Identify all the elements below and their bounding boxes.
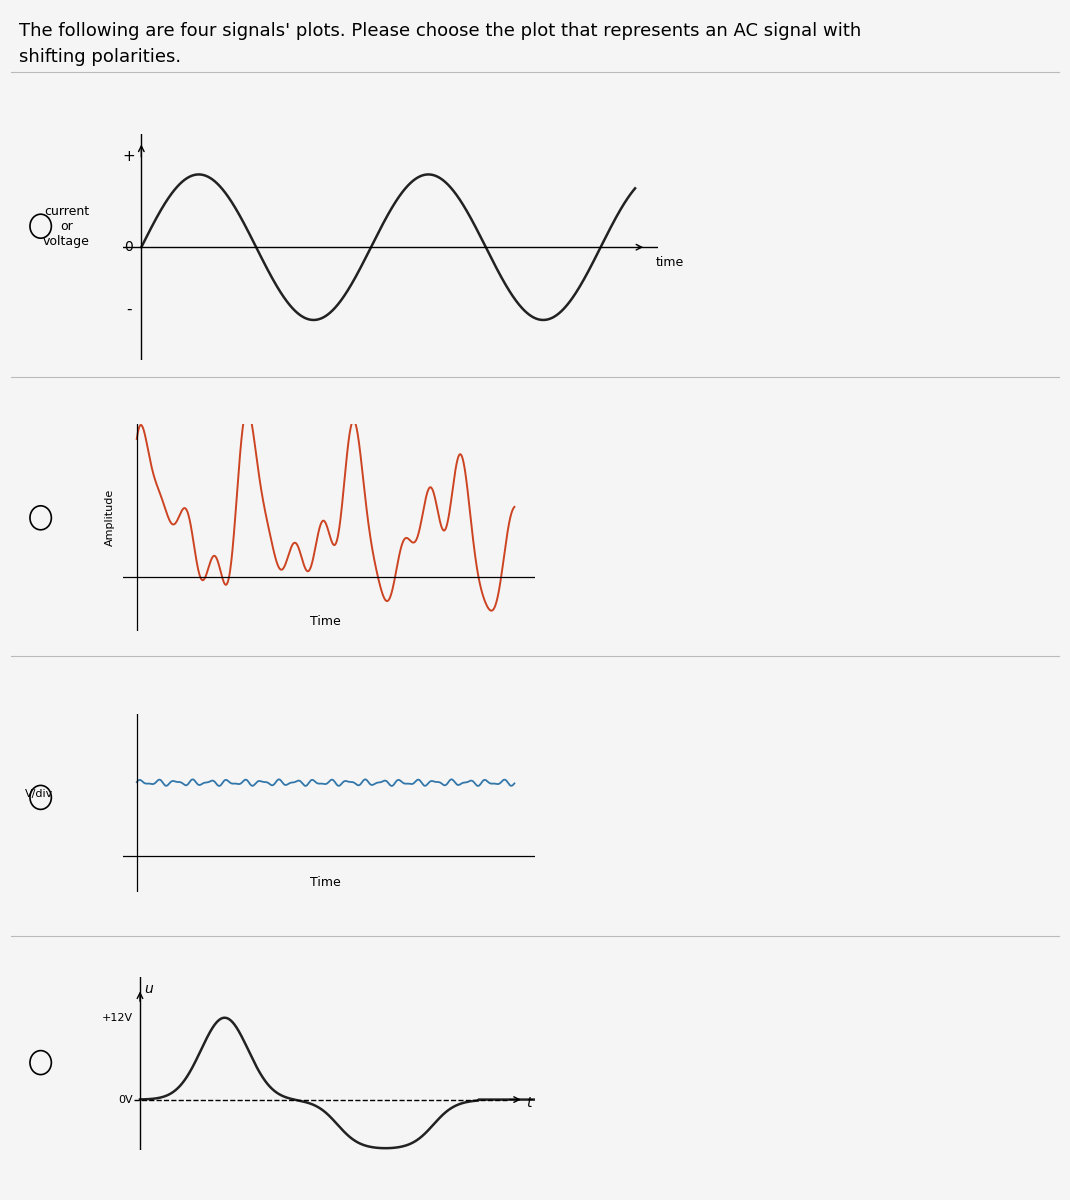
Text: Time: Time [310,614,341,628]
Text: 0V: 0V [119,1094,133,1104]
Text: t: t [526,1097,532,1110]
Text: Time: Time [310,876,341,889]
Text: V/div: V/div [25,788,54,799]
Text: +: + [122,149,135,163]
Text: shifting polarities.: shifting polarities. [19,48,182,66]
Text: The following are four signals' plots. Please choose the plot that represents an: The following are four signals' plots. P… [19,22,861,40]
Text: current
or
voltage: current or voltage [43,205,90,247]
Text: u: u [144,982,153,996]
Text: +12V: +12V [102,1013,133,1022]
Text: -: - [126,301,132,317]
Text: time: time [656,256,684,269]
Text: Amplitude: Amplitude [105,490,116,546]
Text: 0: 0 [124,240,133,254]
